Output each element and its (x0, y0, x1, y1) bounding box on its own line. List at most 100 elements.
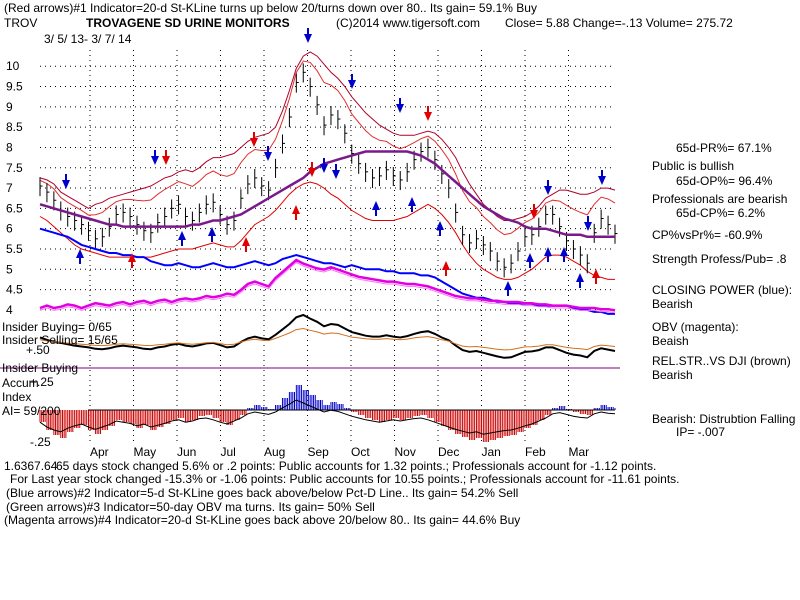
band-lower (39, 181, 615, 280)
y-tick-label: 8.5 (6, 120, 23, 134)
arrow-head (544, 186, 552, 195)
arrow-head (372, 201, 380, 210)
arrow-head (332, 170, 340, 179)
arrow-head (292, 205, 300, 214)
arrow-head (526, 253, 534, 262)
relstr-label: REL.STR..VS DJI (brown) (652, 354, 791, 368)
ma50-line (39, 150, 615, 239)
y-tick-label: 6.5 (6, 201, 23, 215)
header-indicator-red: (Red arrows)#1 Indicator=20-d St-KLine t… (4, 1, 537, 15)
obv-ma-line (39, 261, 616, 314)
op-percent: 65d-OP%= 96.4% (676, 174, 773, 188)
x-tick-label: Jul (221, 445, 236, 459)
accum-ma-line (39, 399, 616, 435)
y-tick-label: 5 (6, 262, 13, 276)
arrow-head (250, 138, 258, 147)
accum-scale-minus25: -.25 (30, 435, 51, 449)
arrow-head (76, 249, 84, 258)
arrow-head (62, 180, 70, 189)
index-label: Index (2, 390, 32, 404)
arrow-head (560, 247, 568, 256)
footer-green-arrows: (Green arrows)#3 Indicator=50-day OBV ma… (6, 500, 375, 514)
accum-label: Accum (2, 376, 39, 390)
insider-buying-label: Insider Buying (2, 361, 79, 375)
y-tick-label: 5.5 (6, 242, 23, 256)
arrow-head (308, 168, 316, 177)
y-tick-label: 7 (6, 181, 13, 195)
cp-percent: 65d-CP%= 6.2% (676, 206, 766, 220)
footer-blue-arrows: (Blue arrows)#2 Indicator=5-d St-KLine g… (6, 486, 519, 500)
x-tick-label: Apr (90, 445, 109, 459)
closing-power-label: CLOSING POWER (blue): (652, 283, 793, 297)
arrow-head (584, 222, 592, 231)
x-tick-label: Mar (569, 445, 590, 459)
insider-buying-count: Insider Buying= 0/65 (2, 320, 112, 334)
y-tick-label: 8 (6, 140, 13, 154)
band-inner (39, 60, 616, 236)
x-tick-label: Jun (177, 445, 196, 459)
accum-scale-plus25: +.25 (30, 375, 54, 389)
arrow-head (436, 221, 444, 230)
arrow-head (592, 269, 600, 278)
arrow-head (208, 227, 216, 236)
arrow-head (576, 273, 584, 282)
public-status: Public is bullish (652, 159, 735, 173)
y-tick-label: 4.5 (6, 283, 23, 297)
footer-overlap-prefix: 1.6367.64 (4, 459, 58, 473)
x-tick-label: Aug (264, 445, 285, 459)
obv-scale-plus50: +.50 (26, 343, 50, 357)
company-name: TROVAGENE SD URINE MONITORS (86, 16, 290, 30)
x-tick-label: Sep (308, 445, 330, 459)
pr-percent: 65d-PR%= 67.1% (676, 141, 772, 155)
ai-value: AI= 59/200 (2, 404, 61, 418)
x-tick-label: May (134, 445, 157, 459)
arrow-head (128, 253, 136, 262)
arrow-head (178, 231, 186, 240)
y-tick-label: 9 (6, 100, 13, 114)
arrow-head (162, 156, 170, 165)
footer-magenta-arrows: (Magenta arrows)#4 Indicator=20-d St-KLi… (4, 513, 521, 527)
x-tick-label: Nov (395, 445, 416, 459)
y-tick-label: 7.5 (6, 161, 23, 175)
closing-power-value: Bearish (652, 297, 693, 311)
closing-power-line (39, 227, 615, 315)
obv-label: OBV (magenta): (652, 320, 739, 334)
ip-value: IP= -.007 (676, 425, 726, 439)
obv-value: Beaish (652, 334, 689, 348)
arrow-head (504, 281, 512, 290)
arrow-head (242, 237, 250, 246)
arrow-head (396, 104, 404, 113)
arrow-head (442, 261, 450, 270)
arrow-head (348, 80, 356, 89)
arrow-head (530, 210, 538, 219)
obv-line (39, 258, 616, 312)
y-tick-label: 6 (6, 222, 13, 236)
y-tick-label: 9.5 (6, 80, 23, 94)
x-tick-label: Feb (525, 445, 546, 459)
ticker-symbol: TROV (4, 16, 38, 30)
arrow-head (408, 197, 416, 206)
arrow-head (264, 152, 272, 161)
relstr-value: Bearish (652, 368, 693, 382)
y-tick-label: 4 (6, 303, 13, 317)
arrow-head (320, 164, 328, 173)
arrow-head (304, 34, 312, 43)
copyright: (C)2014 www.tigersoft.com (336, 16, 481, 30)
cp-vs-pr: CP%vsPr%= -60.9% (652, 228, 763, 242)
rel-strength-line (39, 313, 616, 359)
y-tick-label: 10 (6, 59, 20, 73)
rel-strength-ma (39, 327, 616, 351)
arrow-head (544, 247, 552, 256)
date-range: 3/ 5/ 13- 3/ 7/ 14 (44, 32, 132, 46)
band-upper (39, 51, 616, 221)
insider-selling-count: Insider Selling= 15/65 (2, 333, 118, 347)
x-tick-label: Jan (482, 445, 501, 459)
x-tick-label: Dec (438, 445, 459, 459)
x-tick-label: Oct (351, 445, 370, 459)
distribution-status: Bearish: Distrubtion Falling (652, 412, 796, 426)
arrow-head (151, 156, 159, 165)
quote-line: Close= 5.88 Change=-.13 Volume= 275.72 (505, 16, 733, 30)
arrow-head (424, 112, 432, 121)
professionals-status: Professionals are bearish (652, 192, 788, 206)
